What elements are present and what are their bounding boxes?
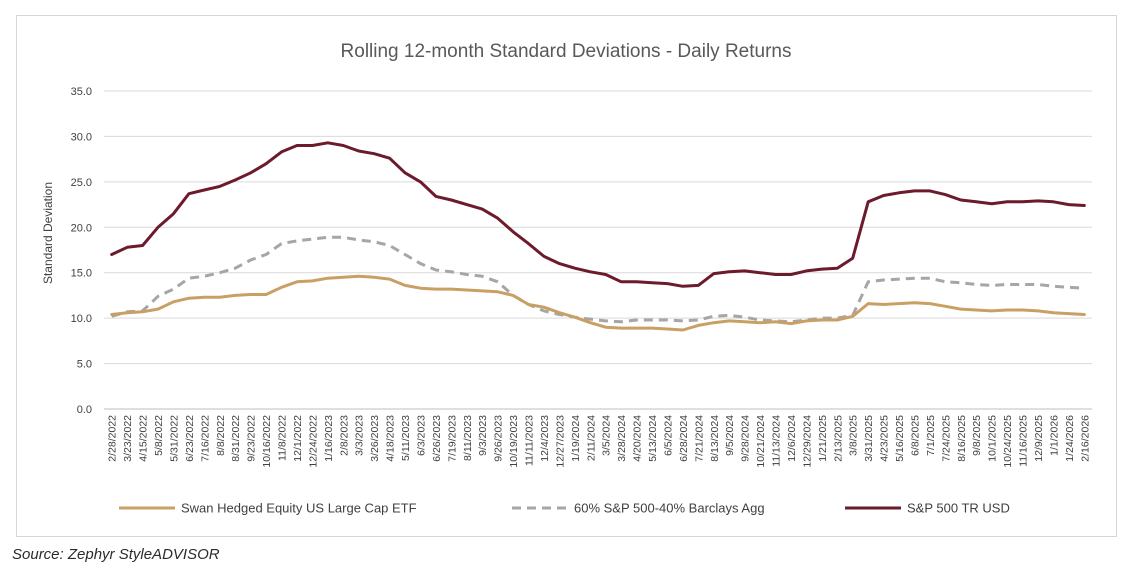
x-tick-label: 10/1/2025	[987, 415, 999, 462]
x-tick-label: 3/5/2024	[601, 415, 613, 456]
x-tick-label: 11/8/2022	[277, 415, 289, 461]
x-axis-ticks: 2/28/2022 3/23/2022 4/15/2022 5/8/2022 5/31/…	[107, 415, 1092, 468]
x-tick-label: 3/31/2025	[863, 415, 875, 462]
x-tick-label: 5/13/2024	[647, 415, 659, 462]
x-tick-label: 3/26/2023	[369, 415, 381, 462]
series-lines	[110, 141, 1086, 332]
legend-label-2: S&P 500 TR USD	[907, 501, 1010, 516]
x-tick-label: 8/13/2024	[709, 415, 721, 462]
x-tick-label: 12/24/2022	[307, 415, 319, 468]
x-tick-label: 6/3/2023	[415, 415, 427, 456]
x-tick-label: 7/21/2024	[693, 415, 705, 462]
x-tick-label: 9/28/2024	[740, 415, 752, 462]
x-tick-label: 7/16/2022	[199, 415, 211, 462]
x-tick-label: 12/6/2024	[786, 415, 798, 462]
x-tick-label: 12/1/2022	[292, 415, 304, 462]
legend: Swan Hedged Equity US Large Cap ETF 60% S…	[119, 501, 1010, 516]
y-axis-title: Standard Deviation	[41, 182, 55, 284]
x-tick-label: 5/16/2025	[894, 415, 906, 462]
x-tick-label: 9/23/2022	[246, 415, 258, 462]
x-tick-label: 1/1/2026	[1048, 415, 1060, 456]
y-tick-label: 35.0	[71, 86, 92, 98]
x-tick-label: 10/16/2022	[261, 415, 273, 468]
gridlines	[104, 90, 1092, 410]
x-tick-label: 11/11/2023	[524, 415, 536, 466]
x-tick-label: 5/31/2022	[168, 415, 180, 462]
x-tick-label: 6/8/2025	[909, 415, 921, 456]
x-tick-label: 4/20/2024	[632, 415, 644, 462]
x-tick-label: 7/19/2023	[446, 415, 458, 462]
legend-label-1: 60% S&P 500-40% Barclays Agg	[574, 501, 765, 516]
x-tick-label: 5/11/2023	[400, 415, 412, 461]
x-tick-label: 4/15/2022	[138, 415, 150, 462]
x-tick-label: 4/23/2025	[879, 415, 891, 462]
y-tick-label: 15.0	[71, 268, 92, 280]
series-line-1	[111, 235, 1085, 324]
y-tick-label: 5.0	[77, 359, 92, 371]
y-tick-label: 20.0	[71, 222, 92, 234]
source-note: Source: Zephyr StyleADVISOR	[12, 546, 220, 563]
x-tick-label: 1/19/2024	[570, 415, 582, 462]
x-tick-label: 6/5/2024	[662, 415, 674, 456]
line-chart: Rolling 12-month Standard Deviations - D…	[41, 41, 1092, 516]
x-tick-label: 10/24/2025	[1002, 415, 1014, 468]
x-tick-label: 7/1/2025	[925, 415, 937, 456]
x-tick-label: 12/29/2024	[801, 415, 813, 468]
legend-label-0: Swan Hedged Equity US Large Cap ETF	[181, 501, 417, 516]
series-line-2	[110, 141, 1086, 288]
x-tick-label: 9/5/2024	[724, 415, 736, 456]
x-tick-label: 8/11/2023	[462, 415, 474, 461]
x-tick-label: 5/8/2022	[153, 415, 165, 456]
x-tick-label: 3/3/2023	[354, 415, 366, 456]
x-tick-label: 4/18/2023	[385, 415, 397, 462]
x-tick-label: 1/24/2026	[1064, 415, 1076, 462]
x-tick-label: 11/16/2025	[1018, 415, 1030, 467]
y-tick-label: 0.0	[77, 404, 92, 416]
chart-container: Rolling 12-month Standard Deviations - D…	[16, 15, 1117, 537]
x-tick-label: 12/4/2023	[539, 415, 551, 462]
chart-title: Rolling 12-month Standard Deviations - D…	[341, 41, 792, 62]
y-tick-label: 10.0	[71, 313, 92, 325]
x-tick-label: 9/8/2025	[971, 415, 983, 456]
x-tick-label: 6/28/2024	[678, 415, 690, 462]
x-tick-label: 6/26/2023	[431, 415, 443, 462]
x-tick-label: 9/3/2023	[477, 415, 489, 456]
x-tick-label: 1/21/2025	[817, 415, 829, 462]
x-tick-label: 11/13/2024	[771, 415, 783, 467]
x-tick-label: 1/16/2023	[323, 415, 335, 462]
y-axis-ticks: 0.0 5.0 10.0 15.0 20.0 25.0 30.0 35.0	[71, 86, 92, 416]
x-tick-label: 2/11/2024	[585, 415, 597, 461]
x-tick-label: 2/16/2026	[1079, 415, 1091, 462]
x-tick-label: 8/16/2025	[956, 415, 968, 462]
x-tick-label: 10/19/2023	[508, 415, 520, 468]
x-tick-label: 3/8/2025	[848, 415, 860, 456]
x-tick-label: 9/26/2023	[493, 415, 505, 462]
x-tick-label: 12/9/2025	[1033, 415, 1045, 462]
x-tick-label: 8/31/2022	[230, 415, 242, 462]
x-tick-label: 10/21/2024	[755, 415, 767, 468]
x-tick-label: 6/23/2022	[184, 415, 196, 462]
x-tick-label: 8/8/2022	[215, 415, 227, 456]
x-tick-label: 3/28/2024	[616, 415, 628, 462]
x-tick-label: 7/24/2025	[940, 415, 952, 462]
y-tick-label: 30.0	[71, 131, 92, 143]
series-line-0	[110, 274, 1086, 332]
x-tick-label: 2/13/2025	[832, 415, 844, 462]
x-tick-label: 3/23/2022	[122, 415, 134, 462]
y-tick-label: 25.0	[71, 177, 92, 189]
x-tick-label: 12/27/2023	[554, 415, 566, 468]
x-tick-label: 2/28/2022	[107, 415, 119, 462]
x-tick-label: 2/8/2023	[338, 415, 350, 456]
